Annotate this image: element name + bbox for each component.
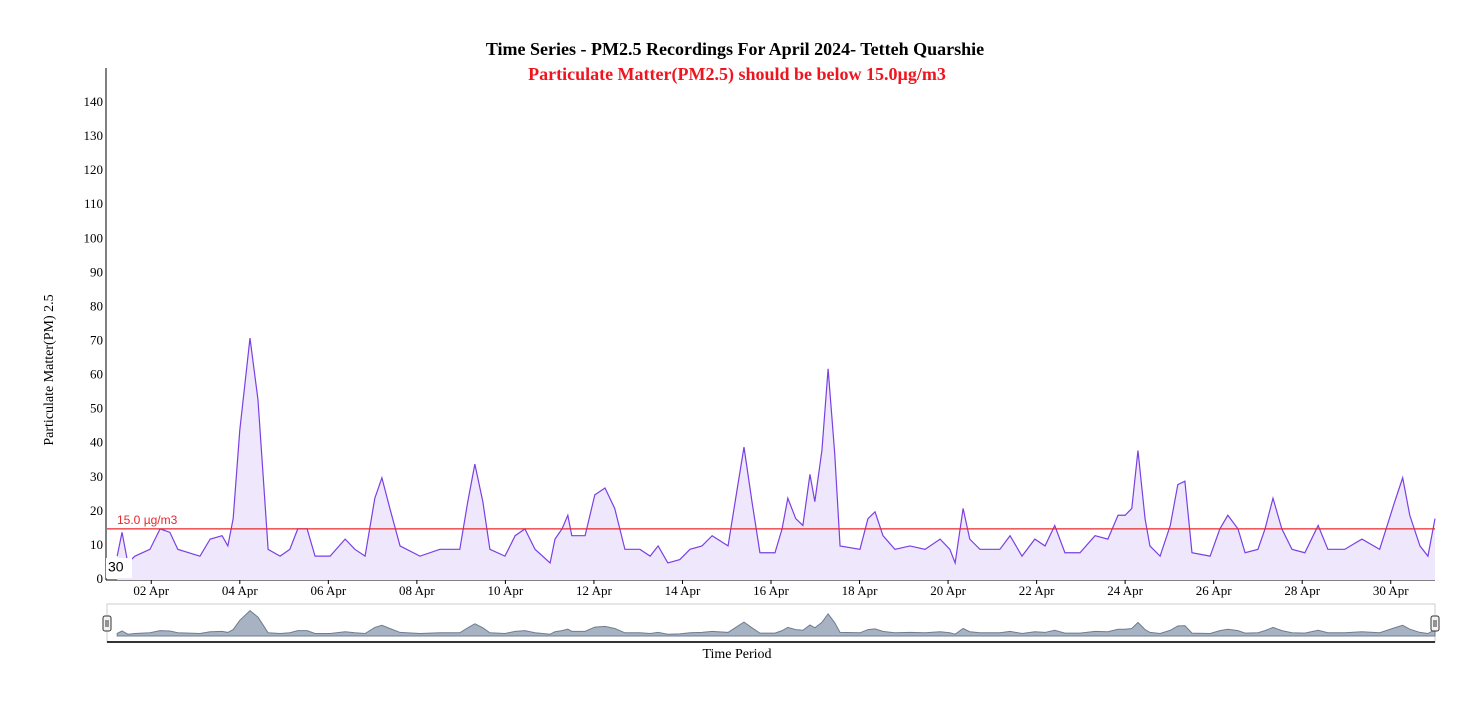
x-tick-label: 04 Apr bbox=[222, 583, 258, 598]
x-tick-label: 22 Apr bbox=[1019, 583, 1055, 598]
y-tick-label: 110 bbox=[84, 196, 103, 211]
y-tick-label: 50 bbox=[90, 401, 103, 416]
x-tick-label: 20 Apr bbox=[930, 583, 966, 598]
x-tick-label: 10 Apr bbox=[488, 583, 524, 598]
y-axis-label: Particulate Matter(PM) 2.5 bbox=[42, 294, 57, 445]
x-axis-label: Time Period bbox=[702, 647, 771, 662]
x-tick-label: 06 Apr bbox=[310, 583, 346, 598]
y-tick-label: 10 bbox=[90, 537, 103, 552]
navigator-handle[interactable] bbox=[1430, 615, 1440, 632]
y-tick-label: 60 bbox=[90, 367, 103, 382]
y-tick-label: 130 bbox=[84, 128, 104, 143]
navigator-handle[interactable] bbox=[102, 615, 112, 632]
y-tick-label: 120 bbox=[84, 162, 104, 177]
x-tick-label: 30 Apr bbox=[1373, 583, 1409, 598]
x-tick-label: 18 Apr bbox=[842, 583, 878, 598]
y-tick-label: 140 bbox=[84, 94, 104, 109]
x-tick-label: 16 Apr bbox=[753, 583, 789, 598]
y-tick-label: 100 bbox=[84, 230, 104, 245]
threshold-label: 15.0 µg/m3 bbox=[117, 513, 178, 527]
x-tick-label: 14 Apr bbox=[665, 583, 701, 598]
y-tick-label: 40 bbox=[90, 435, 103, 450]
x-tick-label: 28 Apr bbox=[1284, 583, 1320, 598]
y-tick-label: 30 bbox=[90, 469, 103, 484]
chart-title: Time Series - PM2.5 Recordings For April… bbox=[486, 39, 984, 59]
y-tick-label: 70 bbox=[90, 332, 103, 347]
x-tick-label: 08 Apr bbox=[399, 583, 435, 598]
area-fill bbox=[117, 338, 1435, 580]
x-tick-label: 02 Apr bbox=[133, 583, 169, 598]
y-tick-label: 80 bbox=[90, 298, 103, 313]
navigator-area bbox=[116, 609, 1436, 637]
annotation: 30 bbox=[108, 559, 124, 575]
x-tick-label: 26 Apr bbox=[1196, 583, 1232, 598]
x-tick-label: 24 Apr bbox=[1107, 583, 1143, 598]
chart-subtitle: Particulate Matter(PM2.5) should be belo… bbox=[528, 64, 946, 85]
y-tick-label: 90 bbox=[90, 264, 103, 279]
series-line bbox=[116, 338, 1436, 566]
y-tick-label: 20 bbox=[90, 503, 103, 518]
annotation-box bbox=[106, 558, 132, 578]
x-tick-label: 12 Apr bbox=[576, 583, 612, 598]
y-tick-label: 0 bbox=[97, 571, 104, 586]
